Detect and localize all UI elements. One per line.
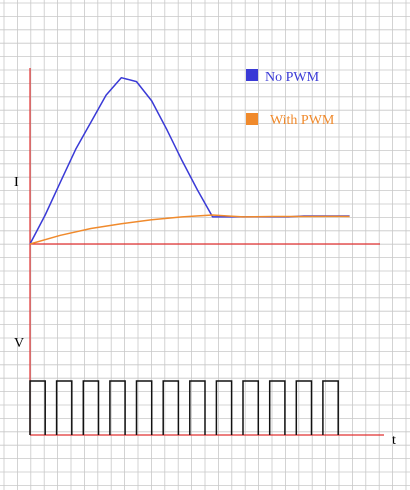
current-series [29,76,350,245]
legend: No PWM With PWM [246,69,335,128]
voltage-pulse [189,380,206,435]
voltage-pulse [162,380,180,435]
axes [29,68,384,436]
voltage-pulse [109,380,126,435]
voltage-pulse [29,380,46,435]
voltage-pulse [322,380,339,435]
voltage-pulse [82,380,100,435]
voltage-pulse [55,380,73,435]
legend-swatch-no-pwm [246,69,258,81]
legend-label-no-pwm: No PWM [265,70,320,85]
voltage-pulse [242,380,260,435]
voltage-pulse [215,380,233,435]
voltage-pulses [29,380,339,435]
voltage-pulse [135,380,153,435]
current-axis-label: I [14,175,19,190]
legend-label-with-pwm: With PWM [270,113,335,128]
voltage-pulse [268,380,286,435]
legend-swatch-with-pwm [246,113,258,125]
voltage-pulse [295,380,313,435]
series-line-with-pwm [29,214,350,245]
time-axis-label: t [392,433,396,448]
series-line-no-pwm [29,76,350,245]
voltage-axis-label: V [14,336,24,351]
